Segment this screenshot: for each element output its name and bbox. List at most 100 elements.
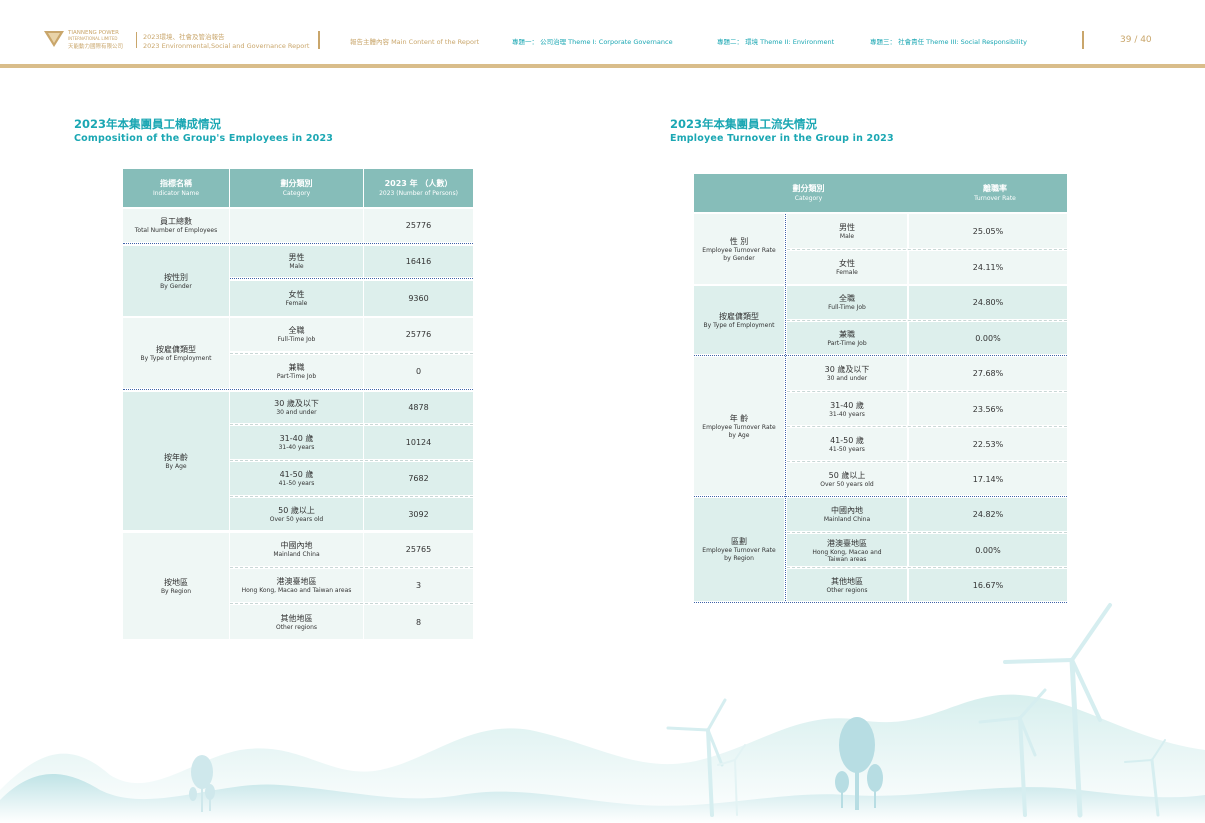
category-cell: 31-40 歲 31-40 years: [230, 426, 363, 459]
table-cell-value: 24.11%: [909, 251, 1067, 284]
wind-turbine-icon: [978, 688, 1047, 817]
row-divider: [230, 567, 473, 568]
header-divider: [318, 31, 320, 49]
composition-header-count: 2023 年 （人數） 2023 (Number of Persons): [364, 169, 473, 207]
table-cell-value: 3: [364, 569, 473, 602]
group-label-gender: 性 別 Employee Turnover Rate by Gender: [694, 214, 784, 284]
table-cell-value: 24.80%: [909, 286, 1067, 319]
category-cell: 41-50 歲 41-50 years: [230, 462, 363, 495]
row-divider: [787, 567, 1067, 568]
nav-theme-environment[interactable]: 專題二： 環境 Theme II: Environment: [717, 38, 835, 46]
table-cell-value: 25.05%: [909, 214, 1067, 248]
turnover-header-category: 劃分類別 Category: [694, 174, 923, 212]
table-cell-value: 16.67%: [909, 569, 1067, 601]
category-cell: 全職 Full-Time Job: [230, 318, 363, 351]
table-cell-value: 23.56%: [909, 393, 1067, 425]
category-cell: 兼職 Part-Time Job: [230, 355, 363, 388]
row-divider: [123, 243, 473, 244]
composition-section-title: 2023年本集團員工構成情況 Composition of the Group'…: [74, 117, 333, 145]
row-divider: [787, 320, 1067, 321]
tree-icon: [835, 717, 883, 810]
turnover-header-rate: 離職率 Turnover Rate: [923, 174, 1067, 212]
wind-turbine-icon: [1124, 739, 1166, 817]
page-header: TIANNENG POWER INTERNATIONAL LIMITED 天能動力…: [0, 0, 1205, 68]
group-label-employment: 按雇傭類型 By Type of Employment: [123, 318, 229, 388]
column-divider: [785, 214, 786, 601]
group-label-age: 年 齡 Employee Turnover Rate by Age: [694, 357, 784, 495]
category-cell: 41-50 歲 41-50 years: [787, 428, 907, 460]
table-cell-value: 25776: [364, 318, 473, 351]
category-cell: 港澳臺地區 Hong Kong, Macao and Taiwan areas: [787, 534, 907, 566]
row-divider: [787, 391, 1067, 392]
category-cell: 男性 Male: [787, 214, 907, 248]
table-cell-value: 17.14%: [909, 463, 1067, 495]
turnover-title-cn: 2023年本集團員工流失情況: [670, 117, 818, 131]
row-divider: [230, 460, 473, 461]
wind-turbine-icon: [666, 698, 727, 817]
tree-icon: [189, 755, 215, 812]
turnover-section-title: 2023年本集團員工流失情況 Employee Turnover in the …: [670, 117, 894, 145]
group-label-age: 按年齡 By Age: [123, 392, 229, 530]
category-cell: 中國內地 Mainland China: [787, 498, 907, 531]
group-label-region: 按地區 By Region: [123, 533, 229, 639]
table-cell-value: 25776: [364, 209, 473, 242]
category-cell: 男性 Male: [230, 246, 363, 277]
composition-header-category: 劃分類別 Category: [230, 169, 363, 207]
category-cell: 其他地區 Other regions: [787, 569, 907, 601]
row-divider: [694, 355, 1067, 356]
table-cell-value: 22.53%: [909, 428, 1067, 460]
company-logo[interactable]: TIANNENG POWER INTERNATIONAL LIMITED 天能動力…: [44, 30, 134, 50]
table-cell-value: 0.00%: [909, 322, 1067, 354]
row-divider: [230, 278, 473, 279]
hill-shape: [0, 773, 1205, 823]
category-cell: 女性 Female: [787, 251, 907, 284]
header-bottom-bar: [0, 64, 1205, 68]
table-cell-value: 9360: [364, 281, 473, 316]
row-divider: [787, 426, 1067, 427]
wind-turbine-icon: [717, 744, 746, 816]
group-label-employment: 按雇傭類型 By Type of Employment: [694, 286, 784, 354]
table-cell-value: 16416: [364, 246, 473, 277]
logo-mark-icon: [44, 31, 64, 47]
category-cell: 30 歲及以下 30 and under: [230, 392, 363, 423]
category-cell: 兼職 Part-Time Job: [787, 322, 907, 354]
table-cell-empty: [230, 209, 363, 242]
row-divider: [694, 602, 1067, 603]
row-divider: [787, 249, 1067, 250]
group-label-gender: 按性別 By Gender: [123, 246, 229, 316]
table-cell-value: 0.00%: [909, 534, 1067, 566]
header-divider: [1082, 31, 1084, 49]
logo-text-cn: 天能動力國際有限公司: [68, 44, 124, 50]
composition-title-en: Composition of the Group's Employees in …: [74, 133, 334, 144]
category-cell: 全職 Full-Time Job: [787, 286, 907, 319]
table-cell-value: 3092: [364, 498, 473, 530]
composition-title-cn: 2023年本集團員工構成情況: [74, 117, 222, 131]
header-divider: [136, 32, 137, 48]
nav-theme-social[interactable]: 專題三： 社會責任 Theme III: Social Responsibili…: [870, 38, 1027, 46]
row-divider: [787, 532, 1067, 533]
row-divider: [787, 461, 1067, 462]
category-cell: 女性 Female: [230, 281, 363, 316]
report-title: 2023環境、社會及管治報告 2023 Environmental,Social …: [143, 33, 310, 50]
row-divider: [230, 353, 473, 354]
nav-theme-governance[interactable]: 專題一： 公司治理 Theme I: Corporate Governance: [512, 38, 673, 46]
group-label-region: 區劃 Employee Turnover Rate by Region: [694, 498, 784, 601]
table-cell-value: 10124: [364, 426, 473, 459]
table-cell-value: 4878: [364, 392, 473, 423]
wind-turbine-icon: [1003, 603, 1112, 818]
table-row-label: 員工總數 Total Number of Employees: [123, 209, 229, 242]
table-cell-value: 25765: [364, 533, 473, 566]
landscape-illustration: [0, 603, 1205, 823]
table-cell-value: 24.82%: [909, 498, 1067, 531]
row-divider: [230, 496, 473, 497]
nav-main-content[interactable]: 報告主體內容 Main Content of the Report: [350, 38, 480, 46]
table-cell-value: 27.68%: [909, 357, 1067, 390]
row-divider: [123, 389, 473, 390]
table-cell-value: 0: [364, 355, 473, 388]
row-divider: [694, 496, 1067, 497]
turnover-title-en: Employee Turnover in the Group in 2023: [670, 133, 894, 144]
category-cell: 中國內地 Mainland China: [230, 533, 363, 566]
page-number: 39 / 40: [1120, 35, 1152, 45]
row-divider: [230, 424, 473, 425]
category-cell: 30 歲及以下 30 and under: [787, 357, 907, 390]
